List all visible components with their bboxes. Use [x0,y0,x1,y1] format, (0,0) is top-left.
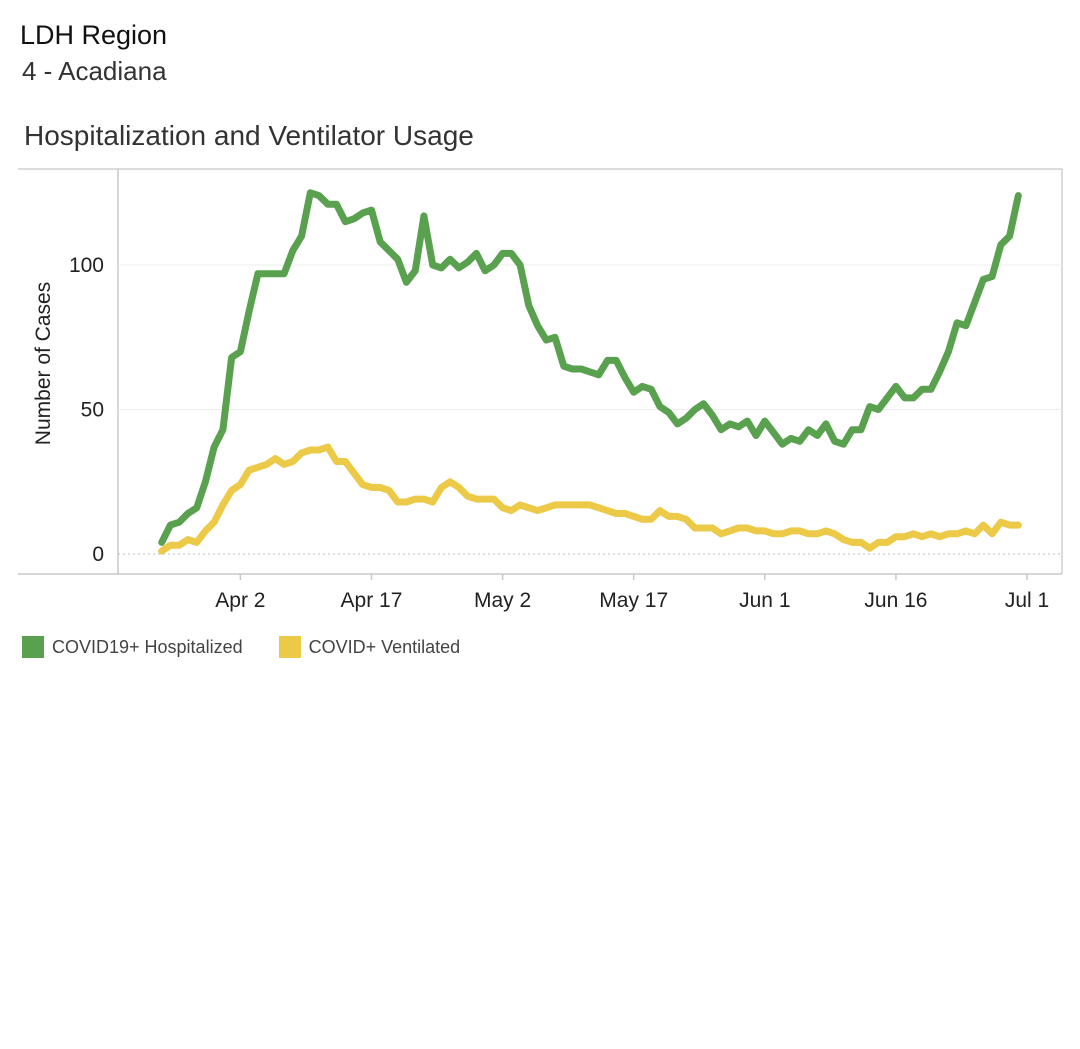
legend-item-hospitalized[interactable]: COVID19+ Hospitalized [22,636,243,658]
x-tick-label-5: Jun 16 [864,589,927,612]
series-hospitalized-line [158,189,1022,546]
legend-swatch-ventilated [278,636,301,658]
series-ventilated-line [158,443,1022,555]
legend-label-ventilated: COVID+ Ventilated [308,636,461,657]
chart: 0 50 100 Apr 2 Apr 17 May 2 May 17 Jun 1 Jun 16 J… [18,168,1063,612]
x-tick-label-6: Jul 1 [1005,589,1049,612]
y-tick-label-50: 50 [81,399,104,422]
region-value: 4 - Acadiana [22,56,167,86]
legend: COVID19+ Hospitalized COVID+ Ventilated [22,636,496,658]
region-label: LDH Region [20,20,168,50]
x-tick-label-1: Apr 17 [341,589,403,612]
legend-label-hospitalized: COVID19+ Hospitalized [52,636,243,657]
y-tick-label-100: 100 [69,254,104,277]
x-tick-label-2: May 2 [474,589,531,612]
legend-swatch-hospitalized [22,636,44,658]
x-tick-label-4: Jun 1 [739,589,790,612]
legend-item-ventilated[interactable]: COVID+ Ventilated [278,636,461,658]
x-tick-label-0: Apr 2 [215,589,265,612]
y-tick-label-0: 0 [92,543,104,566]
chart-title: Hospitalization and Ventilator Usage [24,120,474,151]
y-axis-title: Number of Cases [32,282,55,445]
x-tick-label-3: May 17 [599,589,668,612]
